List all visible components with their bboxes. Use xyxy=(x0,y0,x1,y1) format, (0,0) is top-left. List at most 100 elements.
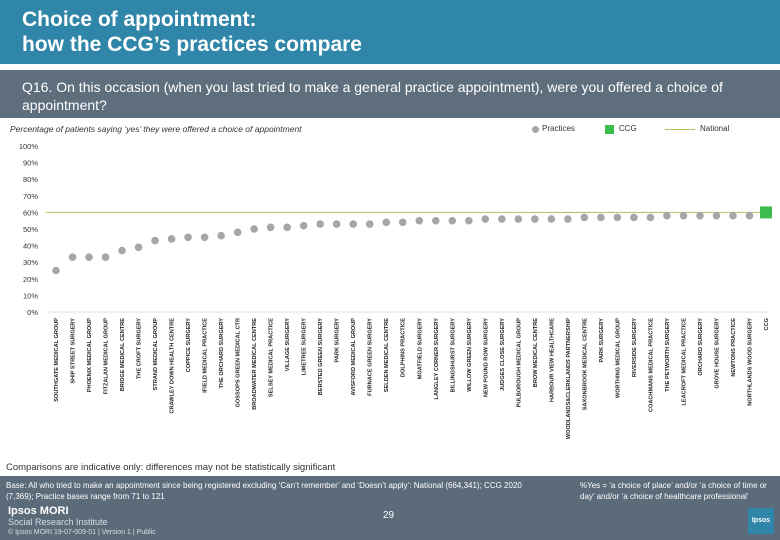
practice-point xyxy=(597,213,605,222)
x-category-label: GROVE HOUSE SURGERY xyxy=(714,318,720,389)
practice-point xyxy=(613,213,622,222)
x-category-label: PULBOROUGH MEDICAL GROUP xyxy=(516,318,522,408)
significance-note: Comparisons are indicative only: differe… xyxy=(6,462,336,473)
x-category-label: PARK SURGERY xyxy=(335,318,341,363)
practice-point xyxy=(217,231,225,240)
x-category-label: THE ORCHARD SURGERY xyxy=(219,318,225,389)
x-category-label: AVISFORD MEDICAL GROUP xyxy=(351,318,357,396)
practice-point xyxy=(663,211,671,220)
y-tick-label: 40% xyxy=(23,242,38,251)
x-category-label: NEWTONS PRACTICE xyxy=(731,318,737,377)
x-category-label: THE PETWORTH SURGERY xyxy=(665,318,671,392)
title-line-1: Choice of appointment: xyxy=(22,8,257,31)
yes-definition-note: %Yes = ‘a choice of place’ and/or ‘a cho… xyxy=(580,481,767,501)
practice-point xyxy=(679,211,688,220)
y-tick-label: 50% xyxy=(23,225,38,234)
x-category-label: FITZALAN MEDICAL GROUP xyxy=(104,318,110,395)
x-category-label: DOLPHINS PRACTICE xyxy=(401,318,407,377)
base-text: Base: All who tried to make an appointme… xyxy=(6,481,522,501)
x-category-label: GOSSOPS GREEN MEDICAL CTR xyxy=(236,318,242,407)
practice-point xyxy=(365,220,374,228)
practice-point xyxy=(151,236,159,245)
ipsos-brand-box: Ipsos xyxy=(748,508,774,534)
practice-point xyxy=(580,213,589,222)
y-tick-label: 70% xyxy=(23,192,38,201)
x-category-label: SHIP STREET SURGERY xyxy=(71,318,77,384)
practice-point xyxy=(299,221,308,230)
practice-point xyxy=(564,215,572,223)
x-category-label: NEW POUND ROW SURGERY xyxy=(483,318,489,397)
x-category-label: PARK SURGERY xyxy=(599,318,605,363)
logo-subtitle: Social Research Institute xyxy=(8,517,108,527)
practice-point xyxy=(646,213,655,222)
chart-subtitle: Percentage of patients saying ‘yes’ they… xyxy=(10,124,302,134)
y-tick-label: 90% xyxy=(23,159,38,168)
x-category-label: LEACROFT MEDICAL PRACTICE xyxy=(681,318,687,406)
practice-point xyxy=(448,216,457,225)
practice-point xyxy=(729,211,737,220)
x-category-label: SOUTHGATE MEDICAL GROUP xyxy=(54,318,60,402)
practice-point xyxy=(200,233,209,242)
chart-legend: Practices CCG National xyxy=(510,123,770,137)
practice-point xyxy=(52,266,60,275)
practice-point xyxy=(283,223,291,232)
x-category-label: HARBOUR VIEW HEALTHCARE xyxy=(549,318,555,402)
practice-point xyxy=(349,220,358,228)
practice-point xyxy=(498,215,506,223)
x-category-label: LIMETREE SURGERY xyxy=(302,318,308,376)
x-category-label: SELDEN MEDICAL CENTRE xyxy=(384,318,390,392)
footer-band xyxy=(0,476,780,540)
practice-point xyxy=(712,211,721,220)
practice-point xyxy=(184,233,192,242)
practice-point xyxy=(531,215,539,223)
x-category-label: STRAND MEDICAL GROUP xyxy=(153,318,159,391)
question-band xyxy=(0,70,780,118)
y-tick-label: 100% xyxy=(19,142,39,151)
practice-point xyxy=(481,215,490,223)
x-category-label: THE CROFT SURGERY xyxy=(137,318,143,379)
practice-point xyxy=(382,218,391,227)
legend-practices-marker xyxy=(532,126,539,133)
ccg-marker xyxy=(760,206,772,219)
legend-ccg-label: CCG xyxy=(619,124,637,133)
x-category-label: SAXONBROOK MEDICAL CENTRE xyxy=(582,318,588,410)
y-tick-label: 20% xyxy=(23,275,38,284)
page-number: 29 xyxy=(383,510,395,521)
practice-point xyxy=(118,246,126,255)
x-category-label: BROADWATER MEDICAL CENTRE xyxy=(252,318,258,410)
x-category-label: BROW MEDICAL CENTRE xyxy=(533,318,539,387)
practice-point xyxy=(101,253,110,262)
x-category-label: NORTHLANDS WOOD SURGERY xyxy=(747,318,753,406)
practice-point xyxy=(398,218,407,227)
chart-area: 0% 10% 20% 30% 40% 50% 60% 70% 80% 90% 100% SOUTHGA… xyxy=(19,142,772,439)
x-category-label: SELSEY MEDICAL PRACTICE xyxy=(269,318,275,397)
practice-point xyxy=(431,216,440,225)
y-tick-label: 0% xyxy=(27,308,38,317)
practice-point xyxy=(167,235,176,243)
x-category-label: CCG xyxy=(764,318,770,330)
question-text: Q16. On this occasion (when you last tri… xyxy=(22,79,723,113)
x-category-label: MOATFIELD SURGERY xyxy=(417,318,423,379)
practice-point xyxy=(134,243,143,252)
legend-national-line xyxy=(665,129,695,130)
x-category-label: ORCHARD SURGERY xyxy=(698,318,704,376)
y-tick-label: 80% xyxy=(23,175,38,184)
ipsos-mori-logo: Ipsos MORI xyxy=(8,505,69,517)
x-category-label: FURNACE GREEN SURGERY xyxy=(368,318,374,396)
practice-point xyxy=(332,220,341,228)
x-category-label: LANGLEY CORNER SURGERY xyxy=(434,318,440,400)
title-line-2: how the CCG’s practices compare xyxy=(22,33,362,56)
y-tick-label: 30% xyxy=(23,258,38,267)
x-category-label: CRAWLEY DOWN HEALTH CENTRE xyxy=(170,318,176,414)
practice-point xyxy=(250,225,258,233)
x-category-label: PHOENIX MEDICAL GROUP xyxy=(87,318,93,392)
page-title: Choice of appointment: how the CCG’s pra… xyxy=(22,7,502,57)
copyright-text: © Ipsos MORI 19-07-009-01 | Version 1 | … xyxy=(8,529,156,536)
practice-point xyxy=(233,228,242,237)
x-category-label: COACHMANS MEDICAL PRACTICE xyxy=(648,318,654,412)
x-category-label: BRIDGE MEDICAL CENTRE xyxy=(120,318,126,392)
y-tick-label: 10% xyxy=(23,291,38,300)
practice-point xyxy=(630,213,638,222)
practice-point xyxy=(316,220,324,228)
practice-point xyxy=(85,253,93,262)
